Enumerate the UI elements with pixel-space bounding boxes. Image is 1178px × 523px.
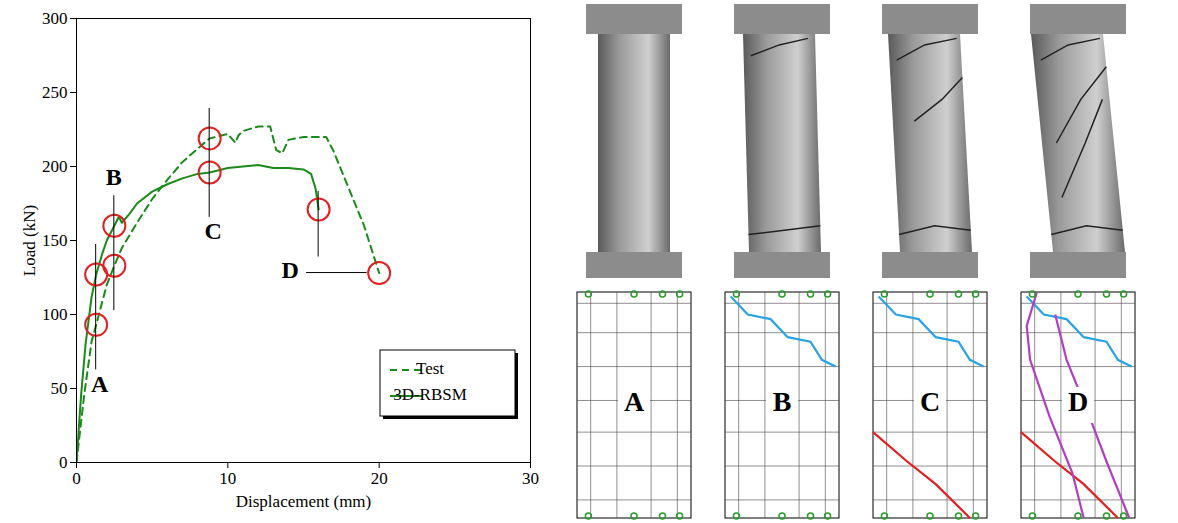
- svg-text:B: B: [773, 386, 792, 417]
- svg-text:Displacement (mm): Displacement (mm): [236, 492, 372, 511]
- svg-text:150: 150: [42, 231, 68, 250]
- svg-text:D: D: [281, 257, 298, 283]
- svg-text:3D-RBSM: 3D-RBSM: [393, 385, 467, 404]
- svg-text:A: A: [624, 386, 645, 417]
- svg-text:20: 20: [371, 469, 388, 488]
- svg-text:250: 250: [42, 83, 68, 102]
- svg-text:50: 50: [51, 379, 68, 398]
- svg-text:C: C: [205, 218, 222, 244]
- svg-text:Load (kN): Load (kN): [20, 205, 39, 276]
- svg-text:10: 10: [219, 469, 236, 488]
- svg-text:B: B: [106, 164, 122, 190]
- svg-text:0: 0: [59, 453, 68, 472]
- svg-text:30: 30: [522, 469, 539, 488]
- svg-text:0: 0: [72, 469, 81, 488]
- svg-text:C: C: [920, 386, 940, 417]
- svg-text:300: 300: [42, 9, 68, 28]
- svg-text:Test: Test: [416, 359, 444, 378]
- svg-text:D: D: [1068, 386, 1088, 417]
- svg-text:200: 200: [42, 157, 68, 176]
- svg-text:A: A: [91, 371, 109, 397]
- svg-text:100: 100: [42, 305, 68, 324]
